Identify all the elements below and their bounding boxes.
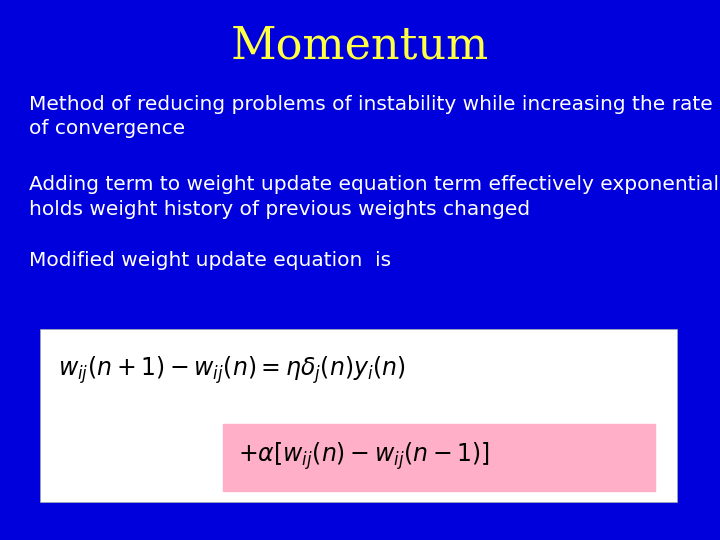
Text: Method of reducing problems of instability while increasing the rate
of converge: Method of reducing problems of instabili… [29,94,713,138]
Text: Adding term to weight update equation term effectively exponentially
holds weigh: Adding term to weight update equation te… [29,176,720,219]
Text: $+ \alpha[w_{ij}(n) - w_{ij}(n-1)]$: $+ \alpha[w_{ij}(n) - w_{ij}(n-1)]$ [238,441,490,472]
FancyBboxPatch shape [40,329,677,502]
FancyBboxPatch shape [223,424,655,491]
Text: Momentum: Momentum [231,24,489,68]
Text: $w_{ij}(n+1) - w_{ij}(n) = \eta\delta_j(n)y_i(n)$: $w_{ij}(n+1) - w_{ij}(n) = \eta\delta_j(… [58,354,405,386]
Text: Modified weight update equation  is: Modified weight update equation is [29,251,391,270]
